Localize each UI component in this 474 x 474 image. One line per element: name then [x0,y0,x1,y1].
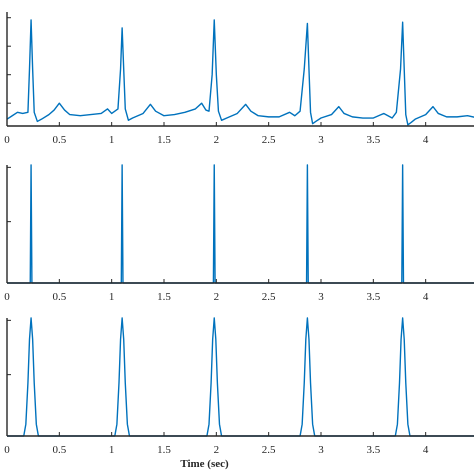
x-tick-label: 2.5 [262,134,276,146]
x-tick-label: 0.5 [52,444,66,456]
x-tick-label: 1.5 [157,291,171,303]
x-tick-label: 4 [423,134,429,146]
x-tick-label: 1 [109,291,115,303]
series-line [6,19,474,126]
x-tick-label: 2 [214,291,220,303]
x-tick-label: 2.5 [262,444,276,456]
x-tick-label: 0 [4,444,10,456]
x-axis-label: Time (sec) [180,458,229,470]
x-tick-label: 1.5 [157,134,171,146]
x-tick-label: 2 [214,444,220,456]
x-tick-label: 3.5 [366,444,380,456]
x-tick-label: 3 [318,444,324,456]
x-tick-label: 2.5 [262,291,276,303]
x-tick-label: 0.5 [52,291,66,303]
x-tick-label: 1 [109,444,115,456]
x-tick-label: 3 [318,291,324,303]
x-tick-label: 1.5 [157,444,171,456]
panel-r-peak-pulses: 0 0.5 1 1.5 2 2.5 3 3.5 4 Time (sec) [4,317,474,470]
x-tick-label: 0 [4,291,10,303]
x-tick-label: 0.5 [52,134,66,146]
series-line [7,317,474,437]
x-tick-label: 3.5 [366,291,380,303]
x-tick-label: 0 [4,134,10,146]
panel-r-peak-impulses: 0 0.5 1 1.5 2 2.5 3 3.5 4 [4,164,474,303]
panel-ecg-signal: 0 0.5 1 1.5 2 2.5 3 3.5 4 [4,12,474,146]
x-tick-label: 4 [423,444,429,456]
x-tick-label: 2 [214,134,220,146]
x-tick-label: 3.5 [366,134,380,146]
x-tick-label: 1 [109,134,115,146]
x-tick-label: 4 [423,291,429,303]
x-tick-label: 3 [318,134,324,146]
series-line [7,164,474,284]
